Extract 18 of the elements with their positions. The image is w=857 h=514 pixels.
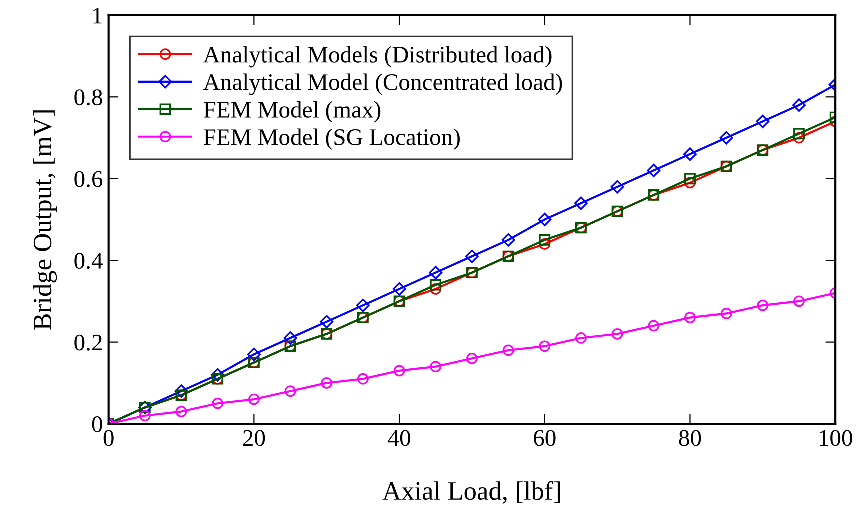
legend-label: Analytical Model (Concentrated load) [204,74,562,96]
y-tick-label: 0.2 [74,334,102,351]
x-tick-label: 80 [679,430,702,446]
y-tick-label: 1 [94,8,102,24]
x-tick-label: 100 [820,430,852,446]
x-tick-label: 40 [388,430,410,446]
legend-label: FEM Model (max) [204,101,381,123]
x-axis-title: Axial Load, [lbf] [382,481,560,504]
x-tick-label: 0 [104,430,114,446]
y-tick-label: 0 [92,416,102,432]
y-tick-label: 0.8 [74,90,102,106]
y-axis-title: Bridge Output, [mV] [33,110,58,330]
legend-label: FEM Model (SG Location) [204,128,460,150]
x-tick-label: 20 [243,430,266,446]
legend-label: Analytical Models (Distributed load) [204,46,552,68]
x-tick-label: 60 [534,430,556,446]
y-tick-label: 0.6 [74,171,103,188]
y-tick-label: 0.4 [74,253,103,270]
